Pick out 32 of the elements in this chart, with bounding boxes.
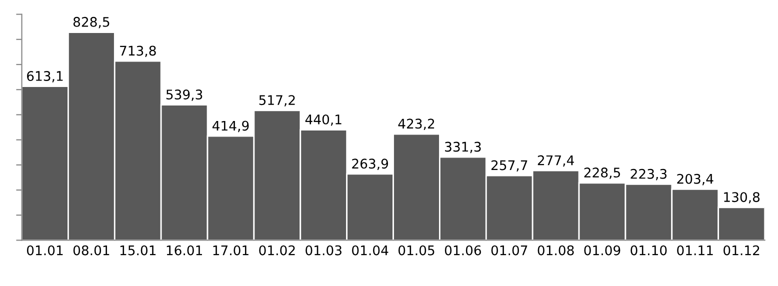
data-label: 414,9 [212,120,249,132]
x-tick-label: 17.01 [213,245,248,256]
data-label: 263,9 [352,158,388,170]
data-label: 713,8 [120,46,156,58]
data-label: 423,2 [398,118,434,130]
x-tick-label: 01.09 [584,245,620,256]
x-tick-label: 01.02 [259,245,295,256]
data-label: 228,5 [584,168,620,179]
x-tick-label: 01.03 [306,245,342,256]
x-tick-label: 08.01 [73,245,110,256]
x-tick-label: 16.01 [166,245,202,256]
data-label: 440,1 [305,114,342,126]
data-label: 223,3 [630,168,667,180]
x-tick-label: 01.10 [630,245,667,256]
x-tick-label: 01.06 [444,245,481,256]
x-tick-label: 01.08 [538,245,574,256]
x-tick-label: 01.05 [398,245,434,256]
data-label: 331,3 [445,142,481,154]
data-label: 203,4 [677,174,714,186]
x-tick-label: 15.01 [120,245,156,256]
data-label: 277,4 [538,155,574,167]
x-tick-label: 01.07 [491,245,528,256]
data-label: 517,2 [259,95,295,106]
x-tick-label: 01.12 [724,245,760,256]
x-tick-label: 01.11 [677,245,713,256]
x-tick-label: 01.04 [352,245,388,256]
data-label: 539,3 [166,90,202,101]
data-label: 257,7 [491,160,528,172]
x-tick-label: 01.01 [26,245,63,256]
data-label: 828,5 [73,16,110,28]
data-label: 130,8 [724,192,760,204]
data-label: 613,1 [27,71,63,82]
